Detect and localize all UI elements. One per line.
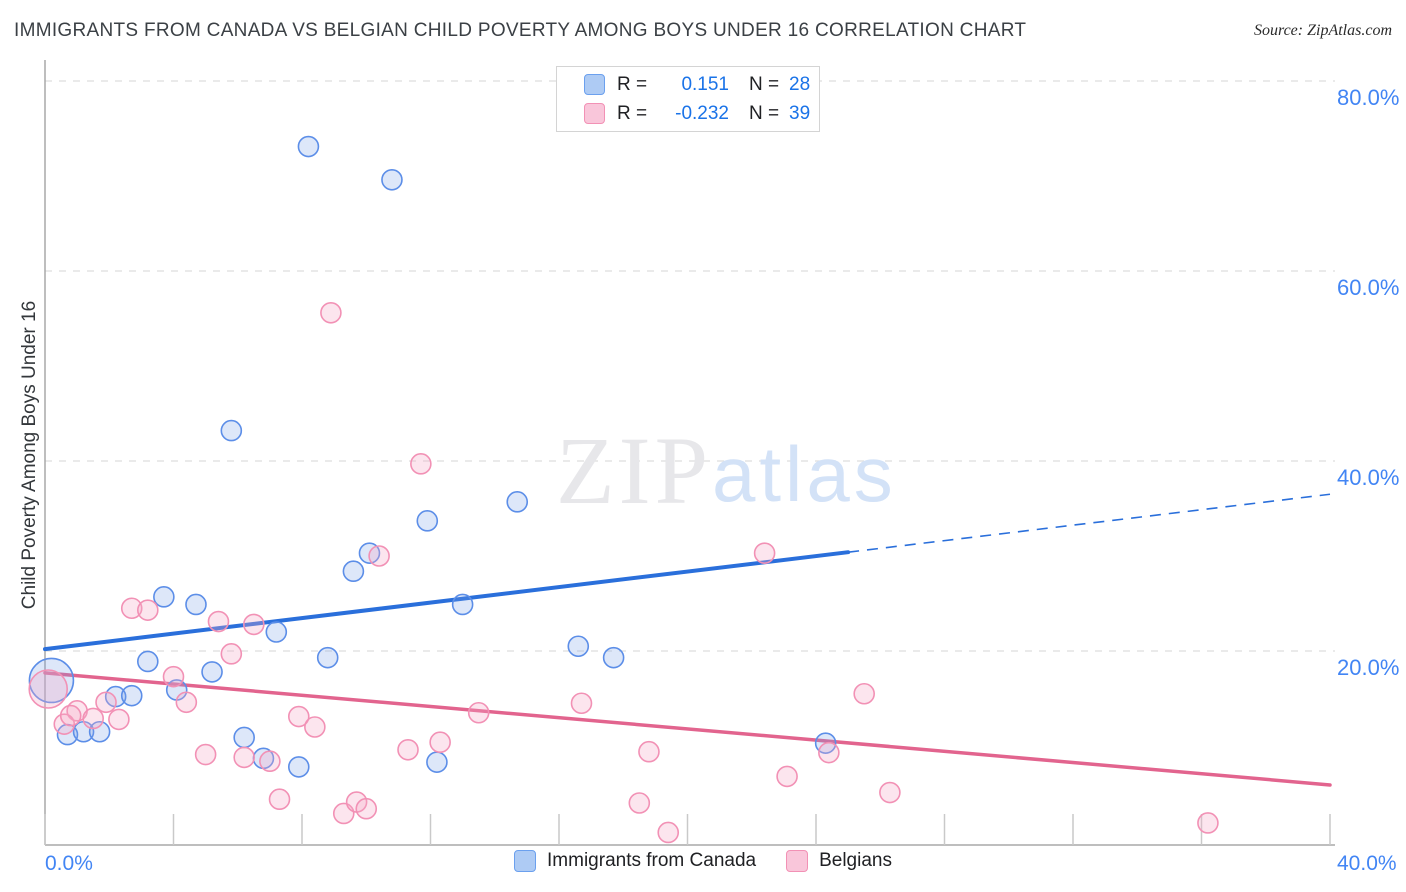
legend-row-belgians: R = -0.232 N = 39 [584, 101, 819, 126]
scatter-point-canada [185, 593, 207, 616]
scatter-point-canada [233, 726, 255, 749]
trend-line-canada-extension [848, 493, 1331, 553]
scatter-point-belgians [467, 701, 490, 724]
scatter-point-canada [297, 135, 320, 158]
y-axis-title: Child Poverty Among Boys Under 16 [19, 300, 40, 610]
r-label: R = [617, 102, 648, 124]
canada-series-swatch [584, 74, 605, 95]
scatter-point-belgians [1197, 812, 1219, 834]
r-value-canada: 0.151 [681, 73, 729, 95]
scatter-point-belgians [753, 542, 776, 564]
y-tick-label: 60.0% [1337, 275, 1400, 300]
scatter-point-belgians [108, 708, 130, 731]
scatter-point-canada [602, 646, 625, 669]
scatter-point-belgians [82, 707, 104, 730]
y-tick-label: 80.0% [1337, 85, 1400, 110]
scatter-point-canada [153, 586, 175, 608]
scatter-point-belgians [818, 741, 840, 764]
scatter-point-belgians [397, 738, 419, 761]
y-tick-label: 40.0% [1337, 465, 1400, 490]
scatter-point-belgians [137, 599, 159, 621]
x-axis-label-min: 0.0% [45, 852, 93, 875]
r-label: R = [617, 73, 648, 95]
n-label: N = [749, 73, 780, 95]
correlation-legend-box: R = 0.151 N = 28 R = -0.232 N = 39 [556, 66, 820, 132]
scatter-point-canada [265, 621, 288, 643]
zipatlas-watermark: ZIPatlas [556, 417, 897, 524]
scatter-point-belgians [410, 453, 432, 475]
scatter-point-belgians [570, 692, 593, 715]
scatter-point-belgians [657, 821, 680, 844]
source-attribution: Source: ZipAtlas.com [1253, 22, 1392, 39]
scatter-point-belgians [638, 740, 660, 763]
scatter-point-belgians [368, 545, 390, 567]
scatter-point-canada [567, 635, 590, 658]
legend-row-canada: R = 0.151 N = 28 [584, 72, 819, 97]
belgians-legend-label: Belgians [819, 850, 892, 871]
scatter-point-belgians [220, 643, 243, 665]
scatter-point-belgians [287, 705, 310, 728]
n-value-canada: 28 [789, 73, 811, 95]
scatter-point-canada [88, 720, 111, 743]
scatter-point-belgians [207, 610, 230, 633]
n-label: N = [749, 102, 780, 124]
scatter-point-canada [381, 169, 403, 191]
scatter-point-belgians [162, 665, 185, 688]
scatter-point-belgians [233, 746, 255, 769]
bottom-legend-item-canada: Immigrants from Canada [514, 850, 756, 872]
y-tick-label: 20.0% [1337, 655, 1400, 680]
scatter-point-canada [451, 593, 474, 616]
scatter-point-belgians [320, 301, 342, 324]
scatter-point-belgians [355, 797, 378, 820]
canada-legend-swatch [514, 850, 537, 872]
scatter-point-belgians [243, 613, 265, 636]
trend-line-canada [43, 550, 851, 652]
scatter-point-canada [201, 661, 223, 683]
scatter-point-canada [426, 751, 448, 773]
belgians-series-swatch [584, 103, 605, 124]
scatter-point-belgians [259, 750, 281, 773]
scatter-point-canada [28, 657, 75, 704]
scatter-point-canada [220, 419, 243, 442]
scatter-point-canada [342, 560, 365, 583]
scatter-point-belgians [429, 731, 451, 754]
scatter-point-belgians [853, 682, 875, 705]
scatter-point-belgians [268, 788, 291, 811]
r-value-belgians: -0.232 [675, 102, 729, 124]
bottom-legend-item-belgians: Belgians [786, 850, 892, 872]
bottom-legend: Immigrants from Canada Belgians [0, 850, 1406, 872]
trend-line-belgians [43, 671, 1332, 787]
scatter-point-canada [287, 756, 310, 778]
scatter-point-belgians [120, 597, 143, 620]
scatter-point-belgians [776, 765, 798, 788]
scatter-point-canada [416, 510, 439, 532]
belgians-legend-swatch [786, 850, 809, 872]
scatter-point-belgians [304, 716, 326, 738]
scatter-point-belgians [194, 743, 217, 766]
scatter-point-canada [316, 646, 339, 669]
n-value-belgians: 39 [789, 102, 811, 124]
scatter-point-belgians [879, 781, 901, 804]
x-axis-label-max: 40.0% [1337, 852, 1397, 875]
canada-legend-label: Immigrants from Canada [547, 850, 757, 871]
scatter-point-belgians [59, 704, 82, 727]
scatter-point-belgians [175, 691, 198, 714]
scatter-point-canada [137, 650, 159, 673]
scatter-point-canada [120, 684, 143, 707]
scatter-point-belgians [95, 691, 117, 714]
scatter-point-canada [506, 491, 529, 513]
scatter-point-belgians [28, 669, 69, 709]
page-title: IMMIGRANTS FROM CANADA VS BELGIAN CHILD … [14, 20, 1027, 41]
scatter-point-belgians [628, 792, 651, 814]
